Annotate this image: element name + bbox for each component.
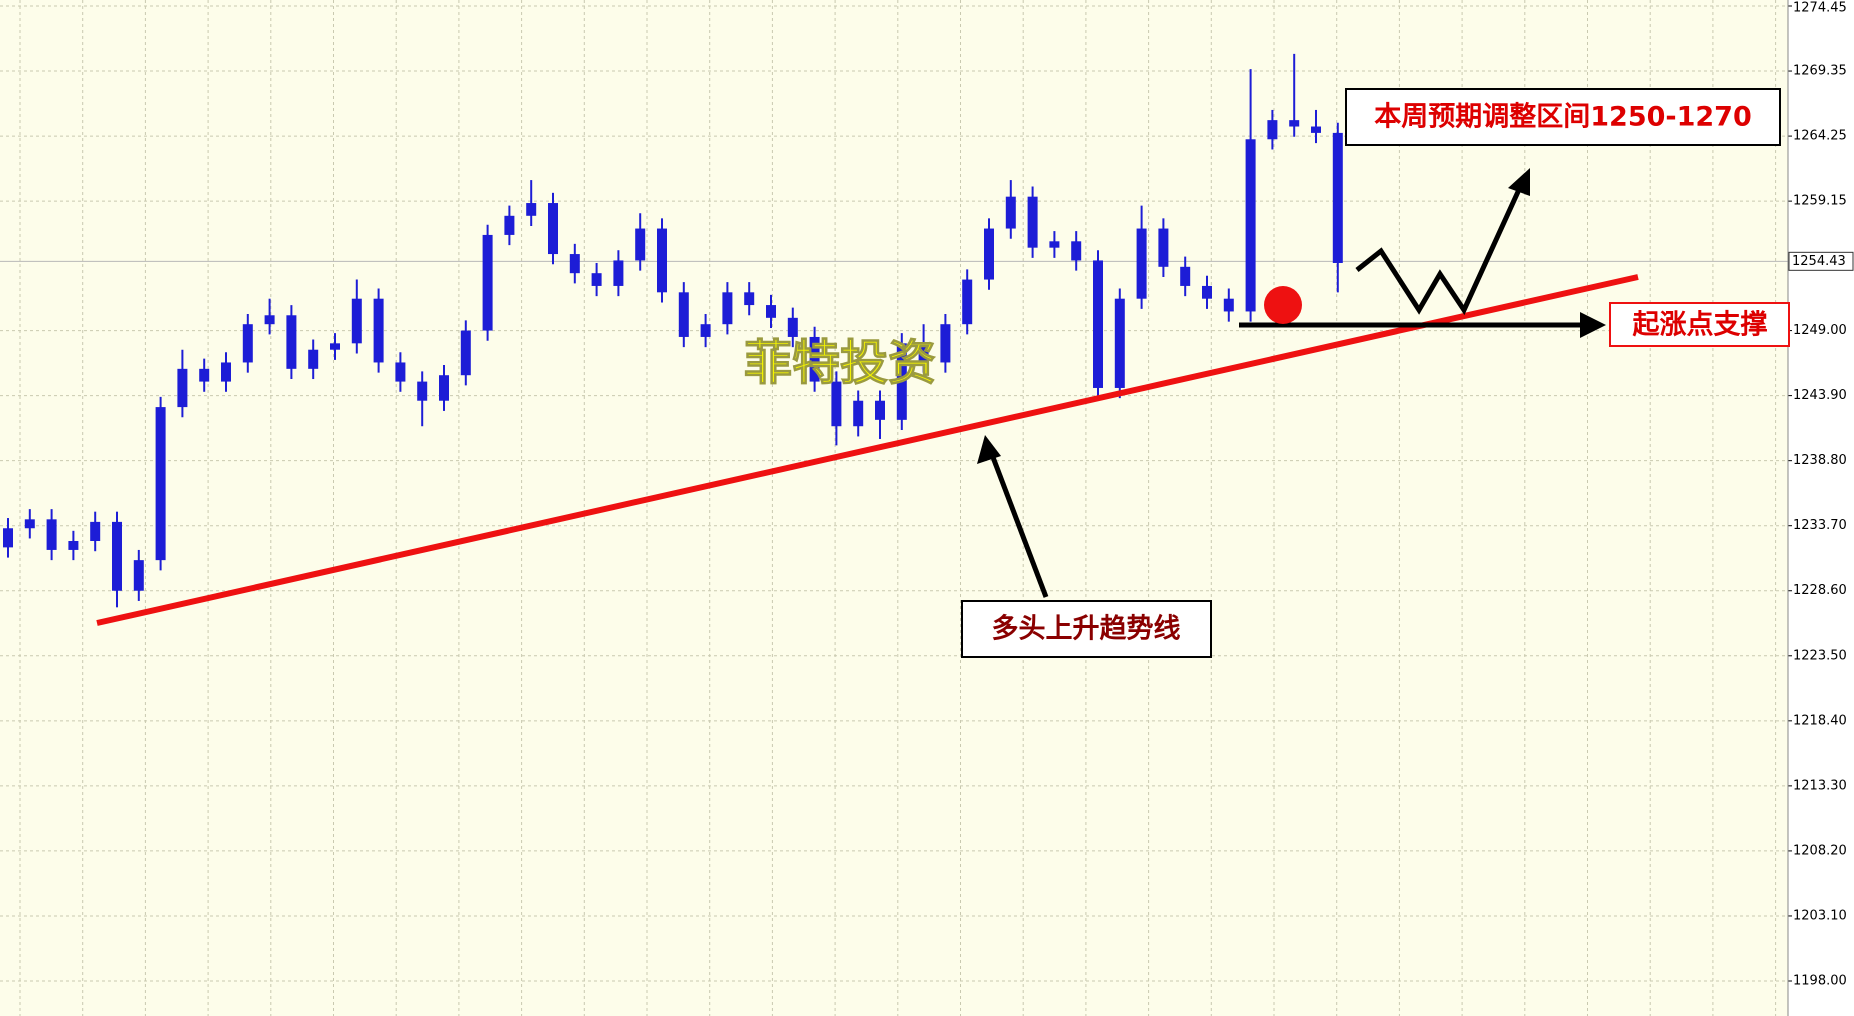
- y-tick-label: 1208.20: [1793, 843, 1847, 858]
- trend-arrow: [988, 451, 1049, 598]
- annotation-box: [961, 600, 1212, 658]
- candle-body: [940, 324, 951, 363]
- candle-body: [90, 521, 101, 542]
- y-tick-label: 1213.30: [1793, 778, 1847, 793]
- candle-body: [918, 343, 929, 363]
- candle-body: [460, 330, 471, 376]
- candle-body: [831, 381, 842, 427]
- y-tick-label: 1218.40: [1793, 713, 1847, 728]
- candle-body: [635, 228, 646, 261]
- candle-body: [199, 368, 210, 382]
- trend-line: [96, 274, 1639, 626]
- candle-body: [24, 519, 35, 529]
- arrow-head: [1580, 312, 1606, 338]
- candle-body: [613, 260, 624, 286]
- candle-body: [1180, 266, 1191, 286]
- candle-body: [591, 273, 602, 286]
- candle-body: [482, 234, 493, 331]
- candle-body: [657, 228, 667, 293]
- candle-body: [1223, 298, 1234, 312]
- watermark: 菲特投资: [744, 335, 936, 391]
- y-tick-label: 1269.35: [1793, 64, 1847, 79]
- candle-body: [853, 400, 864, 427]
- arrow-head: [977, 435, 1001, 464]
- candle-body: [1158, 228, 1169, 267]
- candle-body: [1005, 196, 1016, 229]
- y-tick-label: 1243.90: [1793, 388, 1847, 403]
- annotation: 本周预期调整区间1250-1270: [1374, 102, 1752, 133]
- candle-body: [155, 407, 166, 561]
- candle-body: [68, 541, 79, 550]
- candle-body: [1332, 132, 1343, 263]
- candle-body: [373, 298, 384, 363]
- y-tick-label: 1198.00: [1793, 974, 1847, 989]
- candle-body: [1245, 139, 1256, 312]
- candle-body: [1289, 120, 1300, 127]
- annotation: 起涨点支撑: [1633, 310, 1768, 341]
- candle-body: [112, 521, 122, 591]
- candle-body: [766, 305, 776, 318]
- candle-body: [1027, 196, 1038, 248]
- axis-background: [1788, 0, 1854, 1016]
- candle-body: [439, 375, 449, 401]
- y-tick-label: 1264.25: [1793, 129, 1847, 144]
- candle-body: [1114, 298, 1125, 388]
- candle-body: [308, 349, 319, 369]
- candle-body: [548, 203, 558, 255]
- candle-body: [569, 254, 580, 274]
- candle-body: [264, 315, 275, 325]
- y-tick-label: 1249.00: [1793, 323, 1847, 338]
- annotation-box: [1345, 88, 1781, 146]
- candle-body: [242, 324, 253, 363]
- candle-body: [744, 292, 755, 306]
- candle-body: [46, 519, 57, 550]
- y-tick-label: 1274.45: [1793, 1, 1847, 16]
- last-price-label: 1254.43: [1792, 254, 1846, 269]
- candle-body: [526, 203, 537, 216]
- candle-body: [504, 215, 515, 235]
- forecast-arrow: [1355, 181, 1525, 316]
- candle-body: [286, 315, 297, 369]
- y-tick-label: 1203.10: [1793, 908, 1847, 923]
- candle-body: [962, 279, 973, 325]
- candle-body: [1071, 241, 1082, 261]
- y-tick-label: 1223.50: [1793, 648, 1847, 663]
- candle-body: [700, 324, 711, 337]
- annotation: 多头上升趋势线: [992, 614, 1181, 645]
- candle-body: [1202, 285, 1212, 299]
- candle-body: [875, 400, 885, 420]
- chart-layer: 1198.00 1203.10 1208.20 1213.30 1218.40 1223.…: [0, 1, 1854, 989]
- annotation-box: [1609, 302, 1790, 347]
- y-tick-label: 1228.60: [1793, 583, 1847, 598]
- start-point: [1264, 286, 1302, 324]
- candle-body: [787, 317, 798, 337]
- candle-body: [417, 381, 428, 401]
- candle-body: [330, 343, 340, 350]
- candle-body: [896, 343, 907, 420]
- y-tick-label: 1233.70: [1793, 518, 1847, 533]
- candle-body: [133, 560, 144, 591]
- candle-body: [809, 336, 820, 382]
- candle-body: [221, 362, 231, 382]
- candle-body: [722, 292, 733, 325]
- candle-body: [678, 292, 689, 337]
- vertical-grid: [19, 0, 1777, 1016]
- last-price-box: [1788, 251, 1854, 271]
- plot-background: [0, 0, 1788, 1016]
- arrow-head: [1508, 168, 1530, 196]
- candle-body: [1136, 228, 1147, 299]
- candle-body: [1267, 120, 1278, 140]
- candle-body: [984, 228, 994, 280]
- candle-body: [351, 298, 362, 344]
- y-tick-label: 1259.15: [1793, 194, 1847, 209]
- candle-body: [3, 528, 13, 548]
- candle-body: [395, 362, 406, 382]
- candle-body: [1049, 241, 1060, 248]
- y-tick-label: 1238.80: [1793, 453, 1847, 468]
- candle-body: [1311, 126, 1321, 133]
- candle-body: [1093, 260, 1103, 388]
- candle-body: [177, 368, 188, 408]
